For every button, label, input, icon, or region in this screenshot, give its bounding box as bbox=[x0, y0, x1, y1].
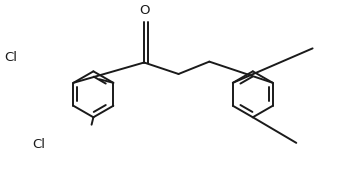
Text: Cl: Cl bbox=[32, 138, 46, 151]
Text: O: O bbox=[139, 4, 149, 17]
Text: Cl: Cl bbox=[4, 51, 17, 64]
